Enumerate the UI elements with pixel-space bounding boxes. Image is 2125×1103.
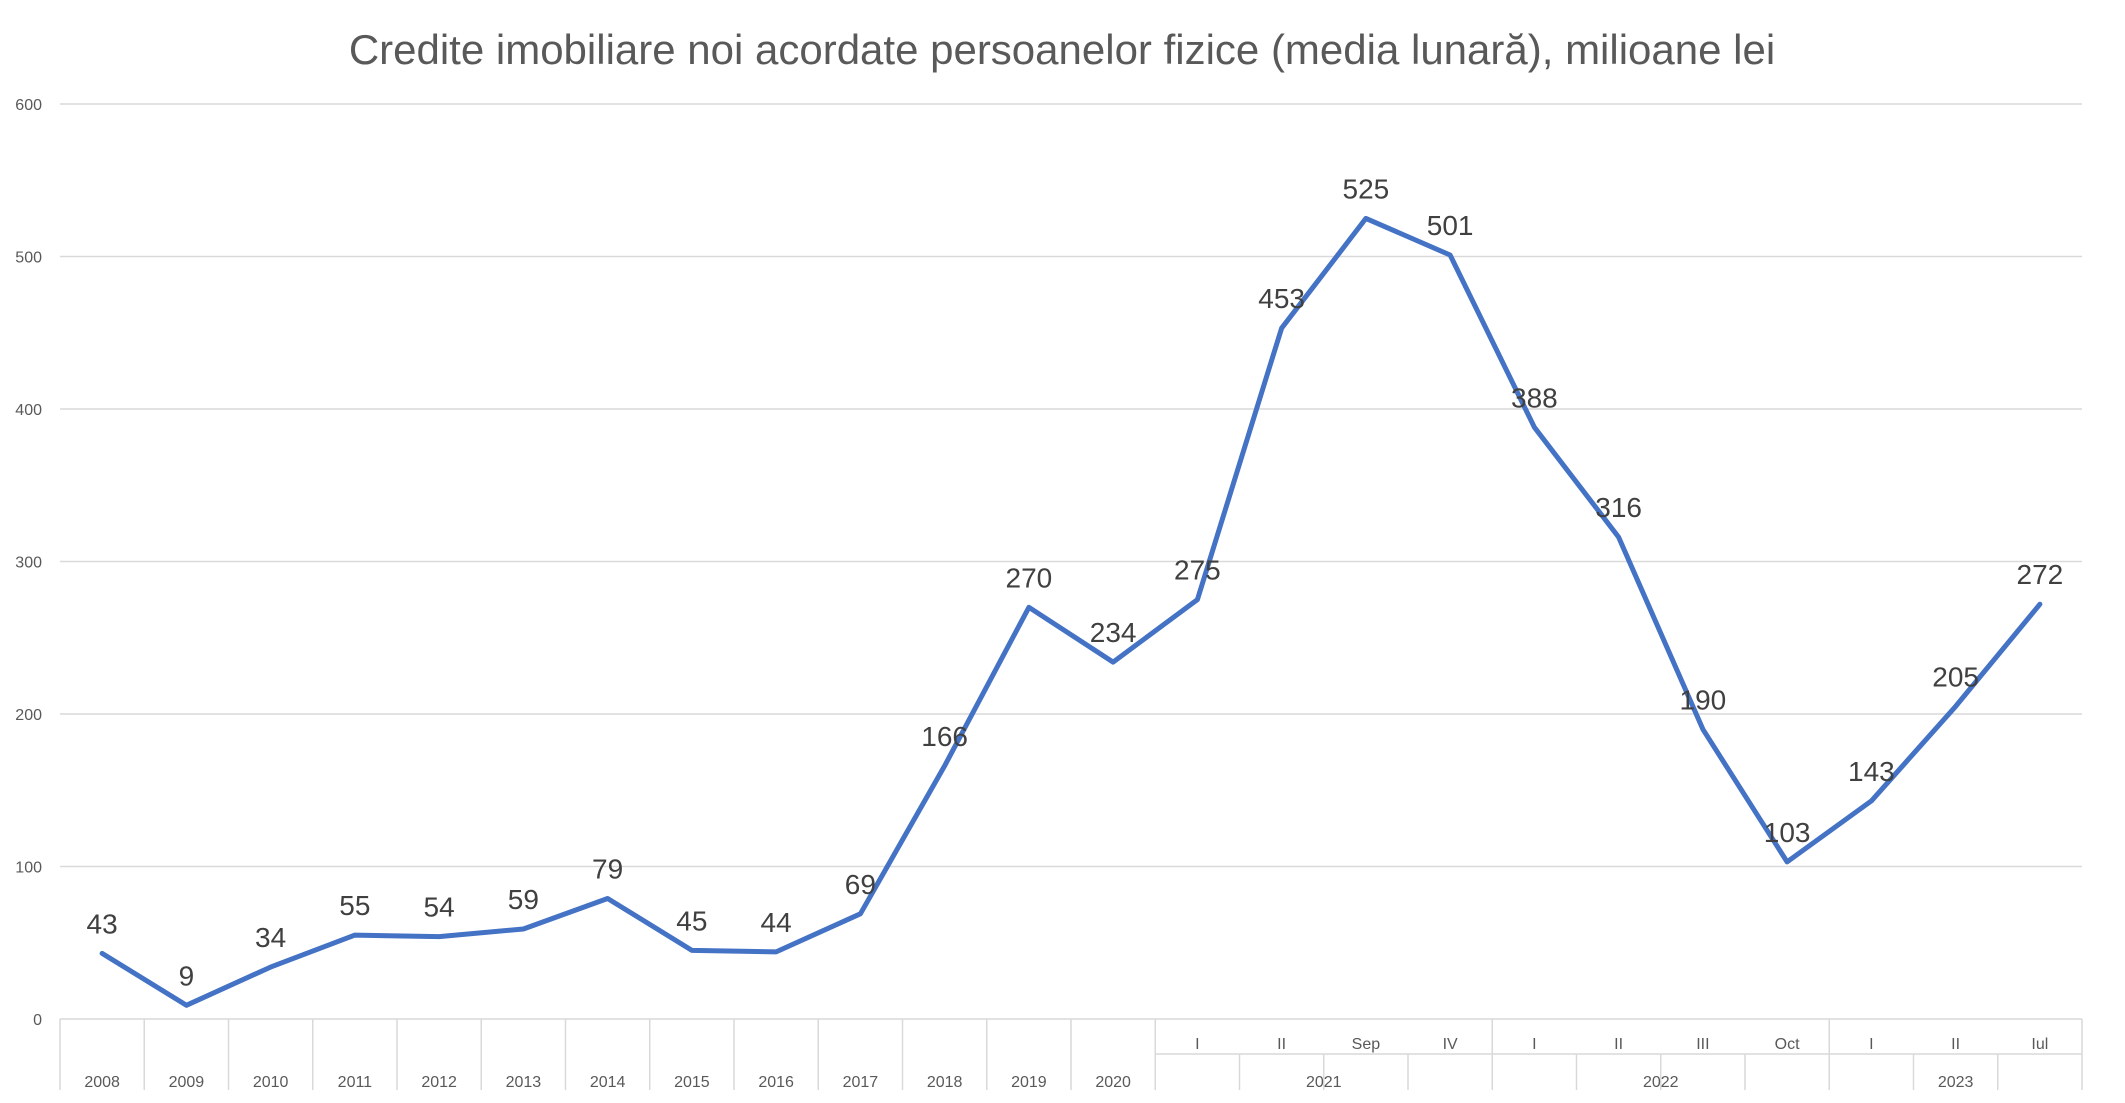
data-label: 59 [508,884,539,915]
data-label: 501 [1427,210,1474,241]
x-tick-label: I [1532,1036,1536,1053]
x-tick-label: 2009 [169,1074,205,1091]
x-group-label: 2021 [1306,1074,1342,1091]
x-group-label: 2023 [1938,1074,1974,1091]
x-tick-label: I [1195,1036,1199,1053]
y-tick-label: 500 [15,250,42,267]
data-label: 79 [592,854,623,885]
y-tick-label: 100 [15,860,42,877]
x-tick-label: II [1277,1036,1286,1053]
x-tick-label: I [1869,1036,1873,1053]
gridlines [60,103,2082,1020]
x-tick-label: 2018 [927,1074,963,1091]
data-label: 388 [1511,382,1558,413]
data-labels: 43 9 34 55 54 59 79 45 44 69 166 270 234 275 453 525 501… [87,173,2064,991]
y-tick-label: 600 [15,97,42,114]
data-label: 143 [1848,756,1895,787]
y-tick-label: 300 [15,555,42,572]
data-label: 9 [179,960,195,991]
x-tick-label: 2015 [674,1074,710,1091]
data-label: 234 [1090,617,1137,648]
x-tick-label: 2008 [84,1074,120,1091]
data-label: 34 [255,922,286,953]
x-tick-label: 2011 [338,1074,373,1091]
x-tick-label: 2014 [590,1074,626,1091]
y-tick-label: 200 [15,707,42,724]
data-label: 43 [87,908,118,939]
data-label: 54 [424,892,455,923]
chart-title: Credite imobiliare noi acordate persoane… [349,26,1775,73]
data-label: 166 [921,721,968,752]
y-axis: 0 100 200 300 400 500 600 [15,97,42,1029]
data-label: 453 [1258,283,1305,314]
x-tick-label: 2017 [843,1074,879,1091]
data-label: 103 [1764,817,1811,848]
x-tick-label: Sep [1352,1036,1381,1053]
series-line [99,215,2043,1008]
data-label: 272 [2017,559,2064,590]
data-label: 275 [1174,555,1221,586]
y-tick-label: 400 [15,402,42,419]
x-tick-label: Iul [2031,1036,2048,1053]
x-tick-label: II [1951,1036,1960,1053]
data-label: 205 [1932,661,1979,692]
x-tick-label: 2012 [421,1074,457,1091]
x-tick-label: III [1696,1036,1709,1053]
data-label: 525 [1343,173,1390,204]
data-label: 270 [1006,562,1053,593]
x-tick-label: 2016 [758,1074,794,1091]
x-tick-label: IV [1443,1036,1458,1053]
data-label: 44 [761,907,792,938]
data-label: 190 [1680,684,1727,715]
x-tick-label: 2019 [1011,1074,1047,1091]
data-label: 55 [339,890,370,921]
x-tick-label: 2013 [506,1074,542,1091]
x-axis: 2008 2009 2010 2011 2012 2013 2014 2015 2016 2017… [59,1019,2083,1091]
data-label: 45 [676,905,707,936]
y-tick-label: 0 [33,1012,42,1029]
data-label: 69 [845,869,876,900]
data-label: 316 [1595,492,1642,523]
x-tick-label: 2020 [1095,1074,1131,1091]
x-tick-label: 2010 [253,1074,289,1091]
x-tick-label: Oct [1775,1036,1800,1053]
x-group-label: 2022 [1643,1074,1679,1091]
x-tick-label: II [1614,1036,1623,1053]
